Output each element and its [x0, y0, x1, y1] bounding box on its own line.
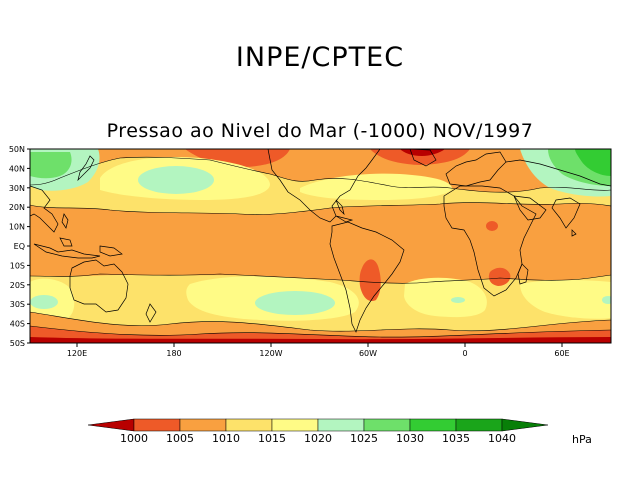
colorbar-label-1015: 1015	[258, 432, 286, 445]
field-indian-ocean-high	[520, 280, 611, 319]
colorbar-1010-1015	[225, 418, 273, 432]
colorbar-label-1020: 1020	[304, 432, 332, 445]
lat-label-50s: 50S	[10, 339, 25, 348]
colorbar-1020-1025	[317, 418, 365, 432]
coast-australia	[69, 259, 129, 313]
colorbar-label-1040: 1040	[488, 432, 516, 445]
colorbar-label-1005: 1005	[166, 432, 194, 445]
lat-label-50n: 50N	[9, 145, 25, 154]
field-africa-low	[488, 267, 511, 286]
field-azores-high	[300, 173, 452, 200]
lat-label-20s: 20S	[10, 281, 25, 290]
coast-florida	[335, 199, 345, 216]
field-asia-high-core	[30, 152, 72, 179]
field-siberian-high-peak	[575, 149, 611, 176]
field-atlantic-high-core	[451, 297, 465, 303]
field-south-pacific-high-core	[255, 291, 335, 315]
colorbar-label-1025: 1025	[350, 432, 378, 445]
coast-arabia	[513, 195, 547, 221]
lat-label-eq: EQ	[14, 242, 25, 251]
field-north-pacific-high-core	[138, 166, 214, 194]
field-sahel-low	[486, 221, 498, 231]
longitude-axis	[76, 343, 563, 347]
coast-indonesia	[33, 237, 101, 259]
colorbar-1035-1040	[455, 418, 503, 432]
field-north-atlantic-low	[370, 149, 470, 165]
colorbar-unit: hPa	[572, 433, 592, 446]
colorbar-1030-1035	[409, 418, 457, 432]
field-tropical-belt	[30, 202, 611, 284]
colorbar-1005-1010	[179, 418, 227, 432]
field-indian-high-core	[602, 296, 611, 304]
lat-label-40n: 40N	[9, 164, 25, 173]
colorbar-1000-1005	[133, 418, 181, 432]
contour-tropical-north	[30, 202, 611, 215]
contour-south-2	[30, 325, 611, 338]
field-north-atlantic-core	[400, 149, 445, 156]
contour-tropical-south	[30, 273, 611, 284]
field-south-atlantic-high	[404, 277, 487, 318]
lon-label-60e: 60E	[554, 349, 569, 358]
contour-south	[30, 311, 611, 332]
coast-new-zealand	[145, 303, 157, 323]
coast-sri-lanka	[571, 229, 577, 237]
coast-philippines	[61, 213, 69, 229]
lon-label-180: 180	[166, 349, 181, 358]
colorbar-label-1010: 1010	[212, 432, 240, 445]
lat-label-10s: 10S	[10, 261, 25, 270]
map-title: Pressao ao Nivel do Mar (-1000) NOV/1997	[106, 120, 534, 142]
coast-india	[551, 197, 581, 229]
lat-label-40s: 40S	[10, 320, 25, 329]
colorbar-below-min	[87, 418, 135, 432]
colorbar-1025-1030	[363, 418, 411, 432]
colorbar-1015-1020	[271, 418, 319, 432]
coast-greenland	[409, 149, 437, 167]
field-southern-deep-low	[30, 337, 611, 343]
coast-africa	[443, 185, 537, 297]
field-south-america-low	[359, 259, 381, 302]
coast-asia-north	[505, 159, 611, 187]
coast-south-america	[329, 221, 405, 333]
coast-north-america	[267, 149, 381, 223]
lon-label-0: 0	[462, 349, 467, 358]
pressure-field	[30, 149, 611, 343]
coast-japan	[77, 155, 95, 182]
latitude-axis	[27, 148, 30, 344]
coast-cuba	[335, 215, 354, 223]
lat-label-30n: 30N	[9, 184, 25, 193]
coast-madagascar	[517, 263, 529, 285]
field-north-pacific-low	[185, 149, 290, 167]
coastlines	[30, 149, 611, 333]
lon-label-120e: 120E	[67, 349, 87, 358]
colorbar-above-max	[501, 418, 549, 432]
agency-title: INPE/CPTEC	[235, 42, 405, 73]
lat-label-30s: 30S	[10, 300, 25, 309]
lat-label-20n: 20N	[9, 203, 25, 212]
contour-lines	[30, 156, 611, 338]
coast-new-guinea	[99, 245, 123, 257]
colorbar	[87, 418, 549, 432]
lon-label-60w: 60W	[359, 349, 377, 358]
field-north-orange	[30, 149, 611, 193]
colorbar-label-1030: 1030	[396, 432, 424, 445]
lon-label-120w: 120W	[259, 349, 282, 358]
lat-label-10n: 10N	[9, 223, 25, 232]
colorbar-label-1000: 1000	[120, 432, 148, 445]
contour-north	[30, 156, 611, 193]
coast-east-asia	[30, 185, 59, 233]
field-south-indian-high-core	[30, 295, 58, 309]
colorbar-label-1035: 1035	[442, 432, 470, 445]
